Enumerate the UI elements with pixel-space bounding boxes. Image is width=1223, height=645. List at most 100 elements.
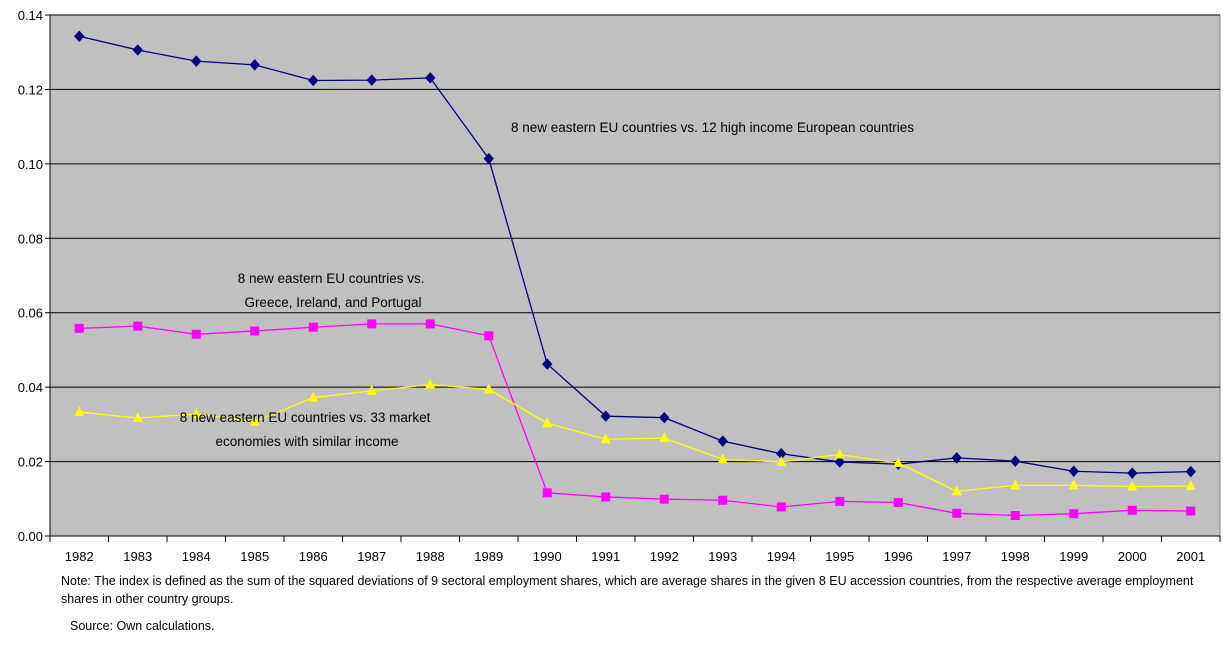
x-tick-label: 1990 — [533, 549, 562, 564]
data-point — [74, 406, 85, 417]
x-axis: 1982 1983 1984 1985 1986 1987 1988 1989 1990 1991… — [49, 535, 1221, 564]
data-point — [776, 455, 787, 466]
data-point — [834, 448, 845, 459]
x-tick-label: 1995 — [825, 549, 854, 564]
data-point — [659, 411, 670, 424]
data-point — [191, 55, 202, 67]
annotations: 8 new eastern EU countries vs. 12 high i… — [180, 120, 914, 449]
y-tick-label: 0.06 — [18, 306, 43, 321]
data-point — [659, 432, 670, 443]
x-tick-label: 1992 — [650, 549, 679, 564]
x-tick-label: 1994 — [767, 549, 796, 564]
data-point — [717, 453, 728, 464]
x-tick-label: 1997 — [942, 549, 971, 564]
data-point — [835, 496, 845, 506]
data-point — [366, 74, 377, 86]
x-tick-label: 1991 — [591, 549, 620, 564]
chart-source: Source: Own calculations. — [70, 619, 215, 633]
annotation-market-economies: 8 new eastern EU countries vs. 33 market… — [180, 410, 434, 449]
data-point — [951, 485, 962, 496]
y-axis: 0.00 0.02 0.04 0.06 0.08 0.10 0.12 0.14 — [18, 8, 51, 544]
data-point — [1010, 455, 1021, 467]
x-tick-label: 1986 — [299, 549, 328, 564]
data-point — [1186, 506, 1196, 516]
plot-area — [49, 14, 1221, 537]
data-point — [1127, 505, 1137, 515]
data-point — [1069, 509, 1079, 519]
data-point — [717, 435, 728, 447]
x-tick-label: 1989 — [474, 549, 503, 564]
data-point — [1127, 467, 1138, 479]
y-tick-label: 0.02 — [18, 455, 43, 470]
series-line — [79, 383, 1191, 493]
annotation-high-income: 8 new eastern EU countries vs. 12 high i… — [511, 120, 914, 135]
data-point — [249, 415, 260, 426]
data-point — [250, 326, 260, 336]
y-tick-label: 0.04 — [18, 380, 43, 395]
data-point — [483, 152, 494, 165]
x-tick-label: 1999 — [1059, 549, 1088, 564]
data-point — [308, 74, 319, 87]
data-point — [542, 417, 553, 428]
data-point — [366, 384, 377, 395]
data-point — [1068, 479, 1079, 490]
data-point — [659, 494, 669, 504]
data-point — [1185, 480, 1196, 491]
x-tick-label: 1987 — [357, 549, 386, 564]
y-tick-label: 0.10 — [18, 157, 43, 172]
x-tick-label: 1985 — [240, 549, 269, 564]
data-point — [308, 322, 318, 332]
y-tick-label: 0.14 — [18, 8, 43, 23]
series-line — [79, 323, 1191, 517]
data-point — [951, 452, 962, 464]
series-group — [74, 30, 1196, 521]
data-point — [601, 492, 611, 502]
chart-note: Note: The index is defined as the sum of… — [61, 574, 1194, 606]
data-point — [367, 319, 377, 329]
data-point — [133, 321, 143, 331]
series-2 — [74, 319, 1196, 521]
series-line — [79, 35, 1191, 474]
data-point — [834, 456, 845, 468]
x-tick-label: 1983 — [123, 549, 152, 564]
data-point — [542, 488, 552, 498]
data-point — [542, 358, 553, 370]
data-point — [425, 378, 436, 389]
data-point — [600, 410, 611, 422]
data-point — [249, 59, 260, 71]
data-point — [1068, 465, 1079, 477]
data-point — [1185, 465, 1196, 478]
annotation-greece-ireland-portugal: 8 new eastern EU countries vs. Greece, I… — [238, 271, 429, 310]
data-point — [893, 498, 903, 508]
series-1 — [74, 30, 1196, 479]
x-tick-label: 1993 — [708, 549, 737, 564]
x-tick-label: 1982 — [65, 549, 94, 564]
data-point — [718, 495, 728, 505]
series-3 — [74, 378, 1196, 496]
line-chart: 0.000.020.040.060.080.100.120.14 1982 198… — [18, 8, 1221, 564]
x-tick-label: 2000 — [1118, 549, 1147, 564]
x-tick-label: 1984 — [182, 549, 211, 564]
data-point — [74, 323, 84, 333]
data-point — [1010, 479, 1021, 490]
data-point — [952, 508, 962, 518]
data-point — [600, 433, 611, 444]
data-point — [483, 383, 494, 394]
data-point — [893, 457, 904, 468]
data-point — [74, 30, 85, 42]
data-point — [776, 502, 786, 512]
data-point — [1010, 511, 1020, 521]
y-tick-label: 0.08 — [18, 231, 43, 246]
y-tick-label: 0.12 — [18, 82, 43, 97]
data-point — [191, 329, 201, 339]
data-point — [132, 44, 143, 56]
data-point — [191, 407, 202, 418]
x-tick-label: 1988 — [416, 549, 445, 564]
data-point — [308, 391, 319, 402]
gridlines — [50, 14, 1220, 463]
y-tick-label: 0.00 — [18, 529, 43, 544]
data-point — [1127, 480, 1138, 491]
data-point — [425, 72, 436, 84]
x-tick-label: 2001 — [1176, 549, 1205, 564]
data-point — [132, 412, 143, 423]
